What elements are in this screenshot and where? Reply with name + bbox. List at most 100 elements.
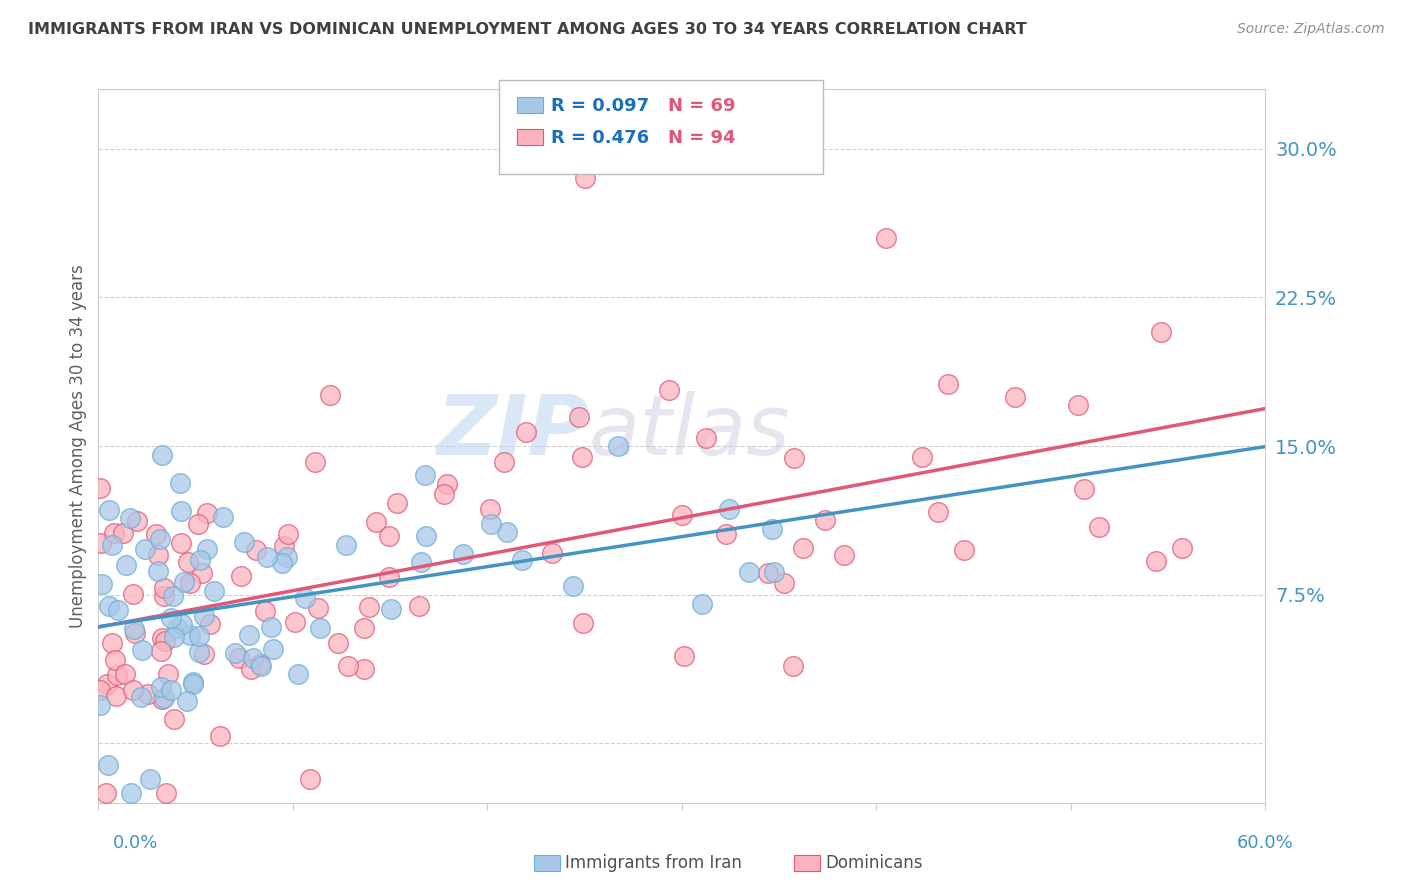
Point (212, 510, 235, 524)
Point (153, 581, 176, 595)
Point (568, 410, 591, 425)
Text: Immigrants from Iran: Immigrants from Iran (565, 855, 742, 872)
Text: Source: ZipAtlas.com: Source: ZipAtlas.com (1237, 22, 1385, 37)
Point (256, 549, 278, 564)
Point (792, 541, 814, 555)
Point (136, 688, 159, 702)
Text: ZIP: ZIP (436, 392, 589, 472)
Point (150, 681, 173, 695)
Point (181, 676, 204, 690)
Point (105, 689, 128, 703)
Point (177, 555, 200, 569)
Text: 0.0%: 0.0% (112, 834, 157, 852)
Point (276, 550, 298, 565)
Point (953, 542, 976, 557)
Point (120, 786, 142, 800)
Text: atlas: atlas (589, 392, 790, 472)
Point (451, 547, 474, 561)
Point (90, 576, 112, 591)
Point (541, 546, 564, 560)
Point (153, 589, 176, 603)
Point (353, 622, 375, 636)
Point (436, 476, 458, 491)
Text: R = 0.097: R = 0.097 (551, 97, 650, 115)
Point (173, 575, 195, 590)
Point (148, 548, 170, 562)
Point (150, 448, 173, 462)
Point (1073, 482, 1095, 496)
Point (118, 510, 141, 524)
Point (378, 570, 401, 584)
Point (98, 503, 121, 517)
Point (188, 553, 211, 567)
Point (181, 674, 204, 689)
Point (149, 533, 172, 547)
Point (172, 616, 194, 631)
Point (193, 608, 215, 623)
Point (191, 566, 214, 580)
Point (129, 690, 152, 705)
Point (160, 611, 183, 625)
Point (198, 616, 221, 631)
Point (253, 604, 276, 618)
Point (287, 666, 309, 681)
Point (163, 630, 186, 644)
Point (262, 642, 284, 657)
Point (89, 682, 111, 697)
Point (875, 231, 897, 245)
Point (378, 529, 401, 543)
Point (242, 650, 264, 665)
Point (510, 553, 533, 567)
Point (574, 171, 596, 186)
Point (122, 587, 145, 601)
Point (176, 694, 198, 708)
Point (195, 541, 218, 556)
Point (478, 501, 501, 516)
Point (187, 516, 209, 531)
Point (107, 603, 129, 617)
Point (89, 482, 111, 496)
Point (169, 475, 191, 490)
Point (103, 526, 125, 541)
Point (756, 566, 779, 581)
Point (911, 450, 934, 465)
Point (111, 525, 134, 540)
Point (273, 539, 295, 553)
Point (319, 388, 342, 402)
Point (195, 506, 218, 520)
Point (122, 622, 145, 636)
Point (413, 468, 436, 483)
Point (105, 667, 128, 681)
Point (717, 502, 740, 516)
Point (179, 628, 201, 642)
Point (179, 576, 201, 591)
Point (335, 538, 357, 552)
Point (336, 659, 359, 673)
Point (202, 584, 225, 599)
Text: Dominicans: Dominicans (825, 855, 922, 872)
Point (152, 690, 174, 705)
Point (238, 628, 260, 642)
Point (1144, 554, 1167, 568)
Point (231, 568, 253, 582)
Point (927, 505, 949, 519)
Point (160, 682, 183, 697)
Point (166, 621, 188, 635)
Point (271, 556, 294, 570)
Point (240, 662, 263, 676)
Point (100, 538, 122, 552)
Point (260, 620, 283, 634)
Point (94, 786, 117, 800)
Point (309, 621, 332, 635)
Point (156, 667, 179, 681)
Point (224, 646, 246, 660)
Point (408, 599, 430, 613)
Point (572, 616, 595, 631)
Point (936, 377, 959, 392)
Text: N = 94: N = 94 (668, 129, 735, 147)
Point (193, 647, 215, 661)
Point (762, 566, 785, 580)
Point (380, 602, 402, 616)
Point (783, 451, 806, 466)
Y-axis label: Unemployment Among Ages 30 to 34 years: Unemployment Among Ages 30 to 34 years (69, 264, 87, 628)
